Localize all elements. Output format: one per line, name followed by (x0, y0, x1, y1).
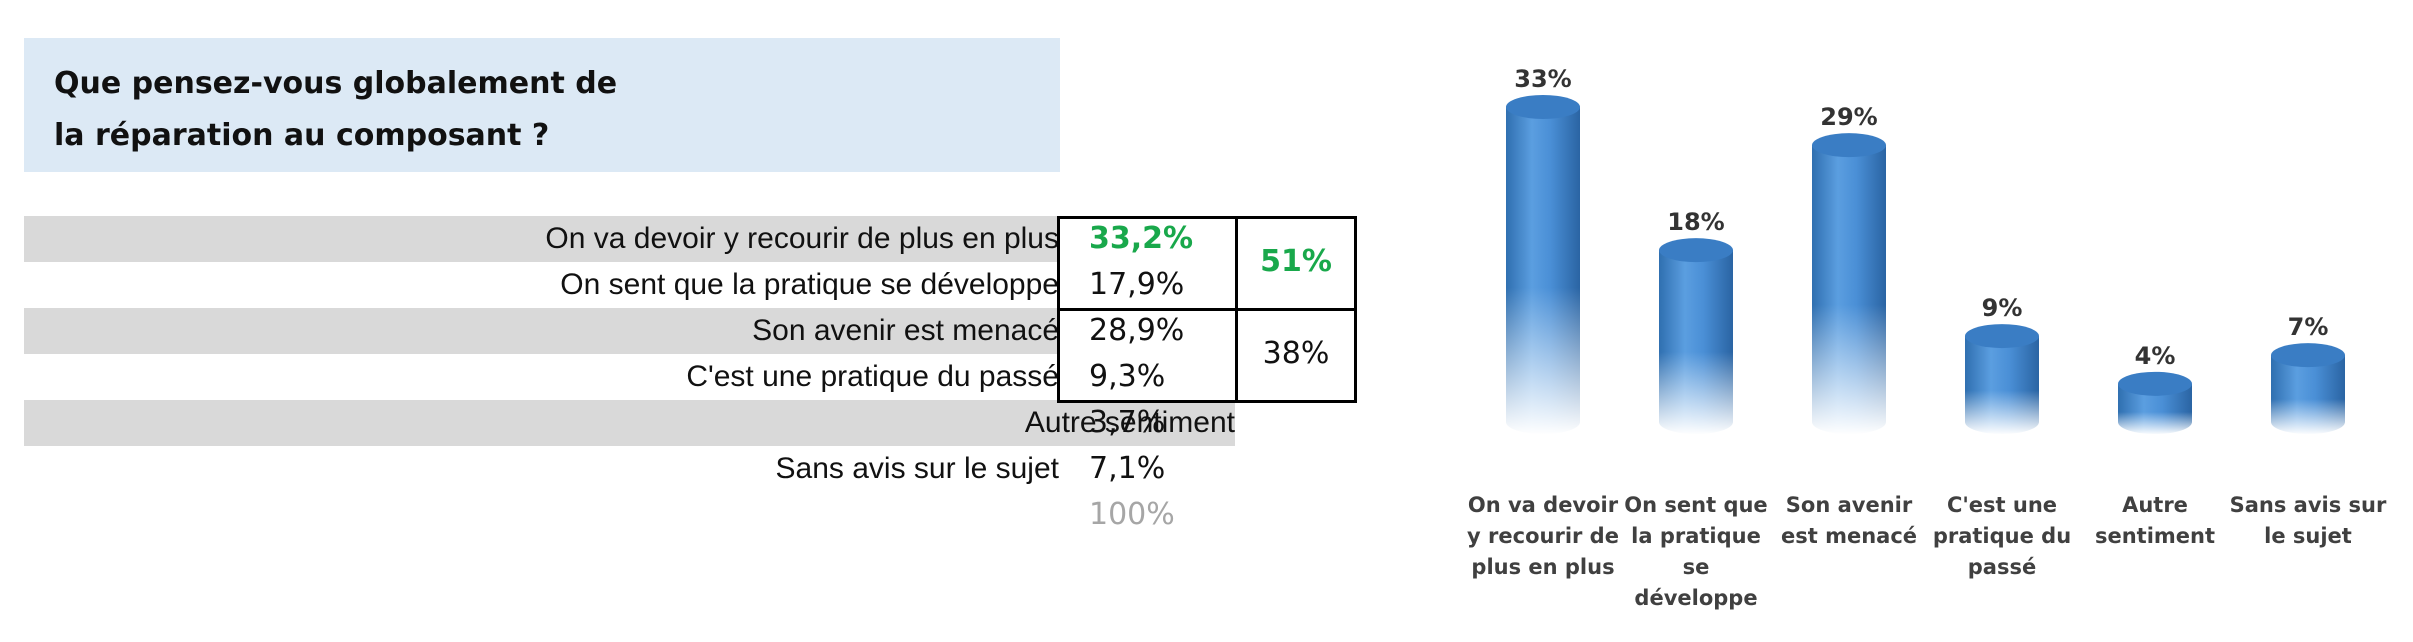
question-title-line-1: Que pensez-vous globalement de (54, 66, 618, 101)
total-percentage: 100% (1089, 497, 1175, 532)
data-label: 18% (1667, 208, 1724, 236)
bar-cap (2271, 343, 2345, 368)
bar: 33% (1505, 65, 1581, 435)
bar-fade (1811, 145, 1887, 435)
bar: 18% (1658, 208, 1734, 435)
bar: 9% (1964, 294, 2040, 435)
row-percentage: 3,7% (1089, 405, 1166, 440)
category-label: On sent que la pratique se développe (1624, 493, 1768, 610)
bar-fade (2270, 355, 2346, 435)
data-label: 29% (1820, 103, 1877, 131)
table-row: Autre sentiment (24, 400, 1235, 446)
row-percentage: 17,9% (1089, 267, 1185, 302)
question-title-line-2: la réparation au composant ? (54, 118, 550, 153)
bar-chart: 33% 18% 29% 9% 4% 7% (1505, 65, 2346, 435)
group-total-box (1235, 308, 1357, 403)
row-percentage: 9,3% (1089, 359, 1166, 394)
bar-fade (1505, 107, 1581, 435)
table-row: On sent que la pratique se développe (24, 262, 1059, 308)
row-label: On sent que la pratique se développe (560, 268, 1059, 301)
bar-cap (1659, 238, 1733, 263)
bar-fade (1964, 336, 2040, 435)
bar: 4% (2117, 342, 2193, 435)
bar-fade (2117, 383, 2193, 435)
category-label: On va devoir y recourir de plus en plus (1467, 493, 1619, 579)
data-label: 4% (2135, 342, 2176, 370)
table-row: C'est une pratique du passé (24, 354, 1059, 400)
data-label: 33% (1514, 65, 1571, 93)
bar: 7% (2270, 313, 2346, 435)
row-label: Sans avis sur le sujet (775, 452, 1059, 485)
category-label: C'est une pratique du passé (1932, 493, 2072, 579)
row-percentage: 28,9% (1089, 313, 1185, 348)
row-label: On va devoir y recourir de plus en plus (545, 222, 1059, 255)
bar-cap (2118, 371, 2192, 396)
bar-fade (1658, 250, 1734, 435)
bar-cap (1965, 324, 2039, 349)
row-label: Autre sentiment (1024, 406, 1235, 439)
table-row: Son avenir est menacé (24, 308, 1059, 354)
group-values-box (1057, 216, 1238, 311)
category-label: Sans avis sur le sujet (2229, 493, 2387, 548)
table-row: Sans avis sur le sujet (24, 446, 1059, 492)
bar-cap (1506, 95, 1580, 119)
row-label: Son avenir est menacé (752, 314, 1059, 347)
row-label: C'est une pratique du passé (686, 360, 1059, 393)
data-label: 9% (1982, 294, 2023, 322)
group-total-value: 51% (1260, 244, 1332, 279)
row-percentage: 7,1% (1089, 451, 1166, 486)
row-percentage: 33,2% (1089, 221, 1194, 256)
data-label: 7% (2288, 313, 2329, 341)
category-label: Autre sentiment (2094, 493, 2216, 548)
bar: 29% (1811, 103, 1887, 435)
group-total-value: 38% (1262, 336, 1330, 371)
category-label: Son avenir est menacé (1780, 493, 1918, 548)
table-row: On va devoir y recourir de plus en plus (24, 216, 1059, 262)
question-title-box: Que pensez-vous globalement de la répara… (24, 38, 1060, 172)
bar-cap (1812, 133, 1886, 158)
group-values-box (1057, 308, 1238, 403)
